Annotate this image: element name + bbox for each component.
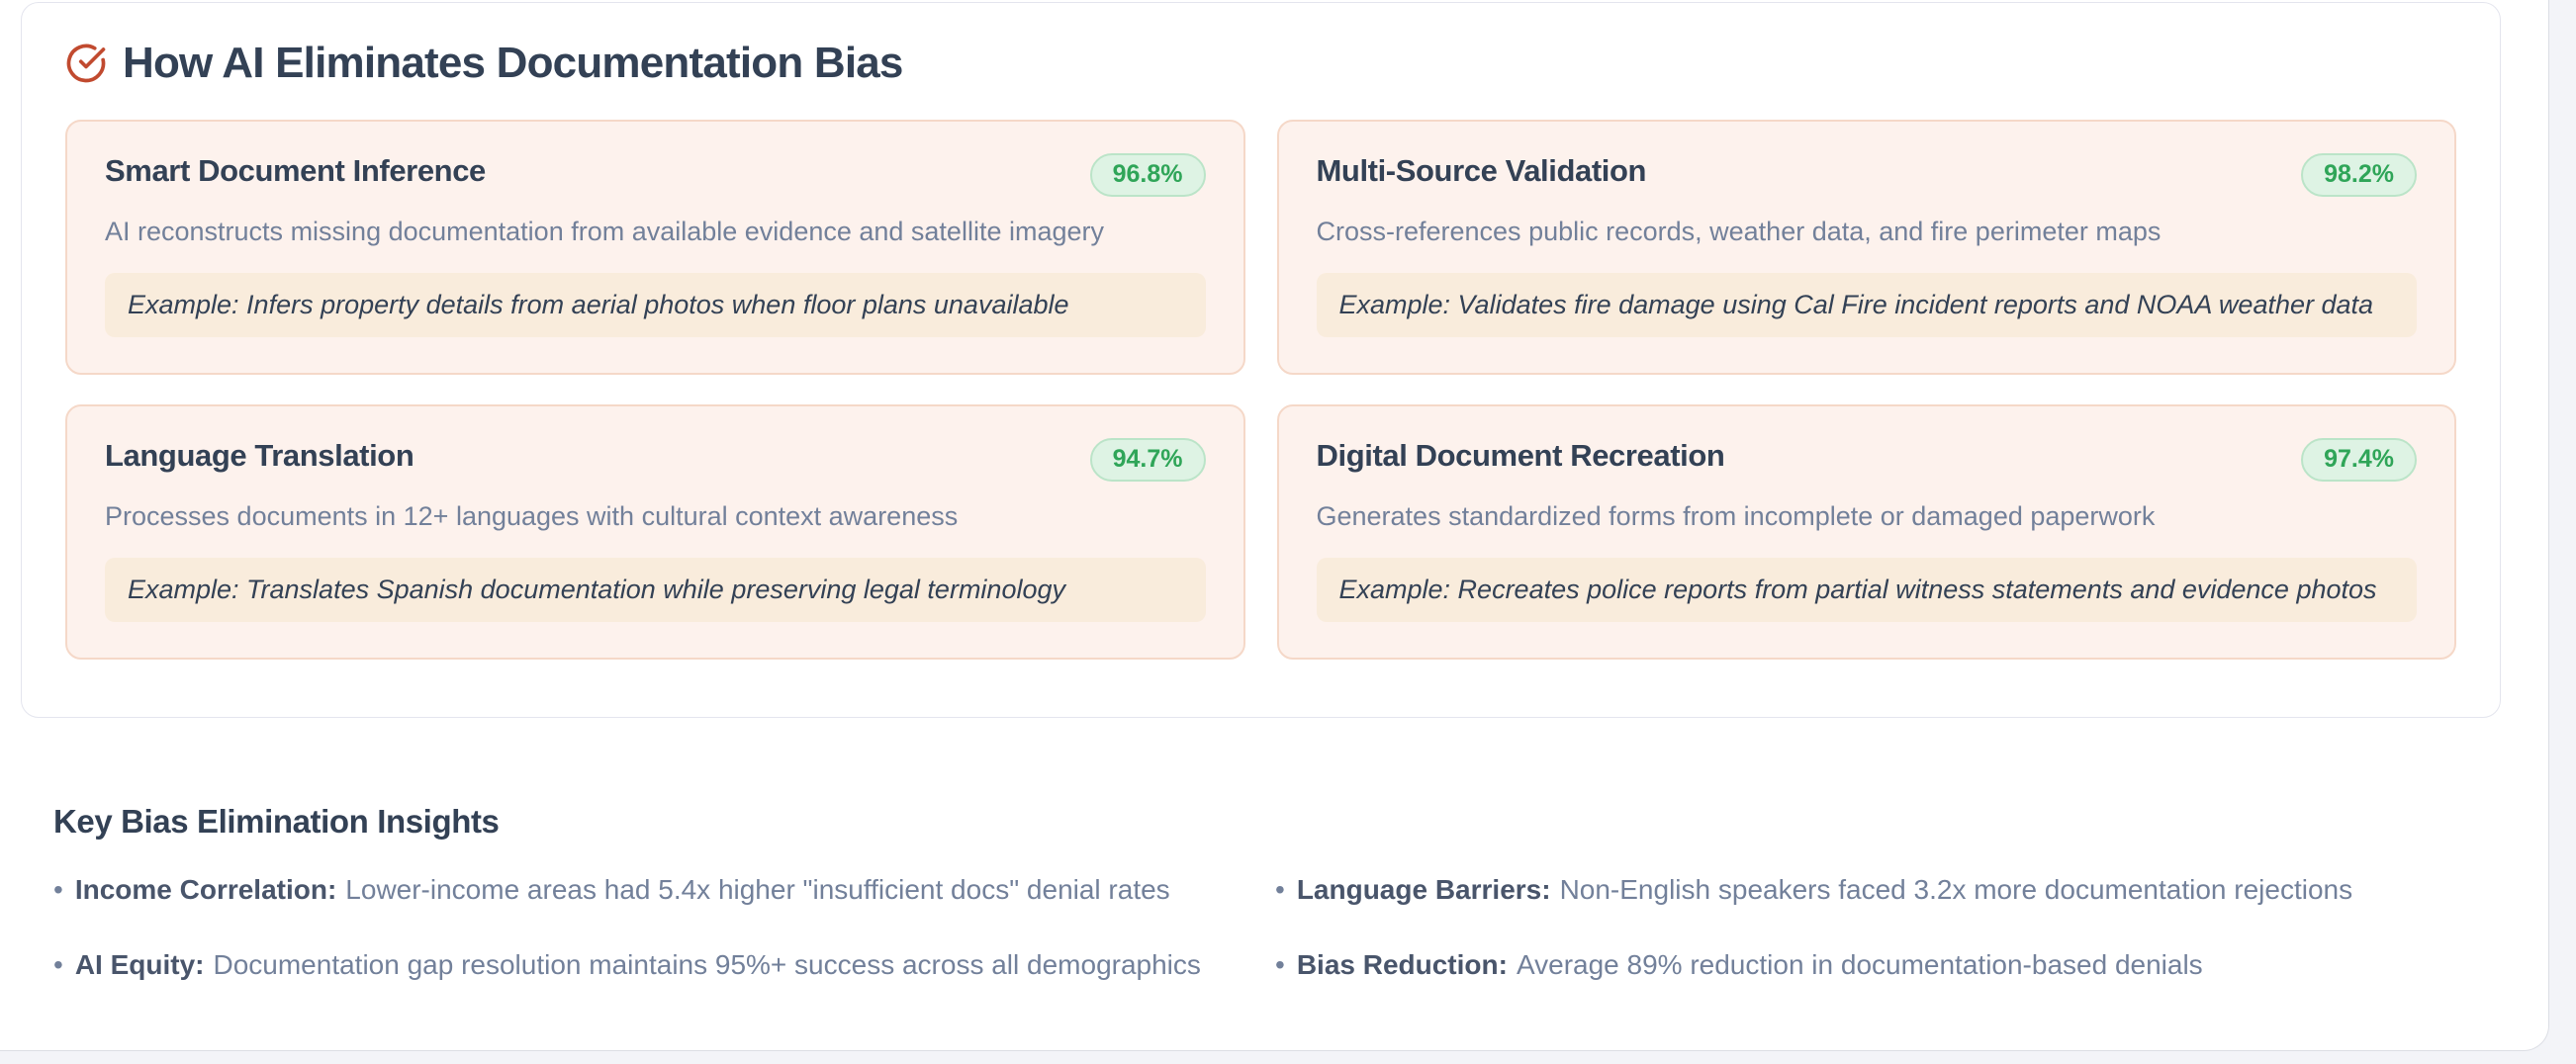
card-title: Smart Document Inference <box>105 153 486 188</box>
example-box: Example: Recreates police reports from p… <box>1316 557 2417 622</box>
example-box: Example: Infers property details from ae… <box>105 272 1206 337</box>
insight-ai-equity: • AI Equity: Documentation gap resolution… <box>53 949 1275 981</box>
card-title: Multi-Source Validation <box>1316 153 1647 188</box>
example-box: Example: Translates Spanish documentatio… <box>105 557 1206 622</box>
card-language-translation: Language Translation 94.7% Processes doc… <box>65 404 1245 660</box>
insight-text: Lower-income areas had 5.4x higher "insu… <box>345 874 1170 905</box>
example-text: Example: Translates Spanish documentatio… <box>128 574 1065 604</box>
card-header: Language Translation 94.7% <box>105 438 1206 482</box>
insight-text: Average 89% reduction in documentation-b… <box>1516 949 2203 980</box>
card-multi-source-validation: Multi-Source Validation 98.2% Cross-refe… <box>1276 120 2456 375</box>
insight-label: Income Correlation: <box>74 874 337 905</box>
bullet-icon: • <box>53 949 63 980</box>
card-title: Digital Document Recreation <box>1316 438 1725 473</box>
insight-text: Non-English speakers faced 3.2x more doc… <box>1559 874 2353 905</box>
example-box: Example: Validates fire damage using Cal… <box>1316 272 2417 337</box>
card-header: Smart Document Inference 96.8% <box>105 153 1206 197</box>
insight-label: AI Equity: <box>74 949 205 980</box>
accuracy-badge: 96.8% <box>1089 153 1206 197</box>
insights-grid: • Income Correlation: Lower-income areas … <box>53 874 2497 981</box>
example-text: Example: Recreates police reports from p… <box>1338 574 2377 604</box>
documentation-bias-section: How AI Eliminates Documentation Bias Sma… <box>21 2 2501 718</box>
feature-cards-grid: Smart Document Inference 96.8% AI recons… <box>65 120 2456 660</box>
insight-income-correlation: • Income Correlation: Lower-income areas … <box>53 874 1275 906</box>
card-smart-document-inference: Smart Document Inference 96.8% AI recons… <box>65 120 1245 375</box>
example-text: Example: Infers property details from ae… <box>128 289 1069 319</box>
card-description: Cross-references public records, weather… <box>1316 216 2162 246</box>
check-circle-icon <box>65 43 107 84</box>
insight-label: Language Barriers: <box>1296 874 1551 905</box>
bullet-icon: • <box>1275 949 1285 980</box>
section-title: How AI Eliminates Documentation Bias <box>123 39 903 87</box>
insight-language-barriers: • Language Barriers: Non-English speakers… <box>1275 874 2497 906</box>
card-description: Generates standardized forms from incomp… <box>1316 500 2156 531</box>
insight-bias-reduction: • Bias Reduction: Average 89% reduction i… <box>1275 949 2497 981</box>
insight-text: Documentation gap resolution maintains 9… <box>213 949 1201 980</box>
content-panel: How AI Eliminates Documentation Bias Sma… <box>0 0 2549 1051</box>
card-title: Language Translation <box>105 438 414 473</box>
accuracy-badge: 97.4% <box>2301 438 2417 482</box>
bullet-icon: • <box>1275 874 1285 905</box>
insight-label: Bias Reduction: <box>1296 949 1508 980</box>
card-description: Processes documents in 12+ languages wit… <box>105 500 959 531</box>
card-digital-document-recreation: Digital Document Recreation 97.4% Genera… <box>1276 404 2456 660</box>
accuracy-badge: 98.2% <box>2301 153 2417 197</box>
insights-heading: Key Bias Elimination Insights <box>53 803 500 840</box>
card-header: Multi-Source Validation 98.2% <box>1316 153 2417 197</box>
card-description: AI reconstructs missing documentation fr… <box>105 216 1104 246</box>
example-text: Example: Validates fire damage using Cal… <box>1338 289 2374 319</box>
accuracy-badge: 94.7% <box>1089 438 1206 482</box>
bullet-icon: • <box>53 874 63 905</box>
card-header: Digital Document Recreation 97.4% <box>1316 438 2417 482</box>
insights-section: Key Bias Elimination Insights • Income C… <box>53 803 2497 981</box>
section-header: How AI Eliminates Documentation Bias <box>65 39 2456 88</box>
